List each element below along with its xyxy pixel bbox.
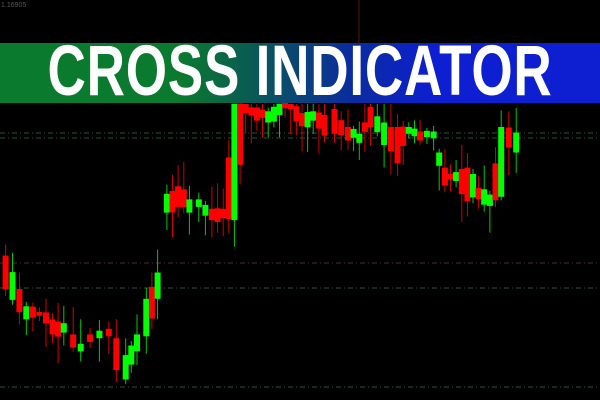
svg-text:CROSS INDICATOR: CROSS INDICATOR xyxy=(48,43,553,103)
svg-text:1.16905: 1.16905 xyxy=(1,2,26,9)
